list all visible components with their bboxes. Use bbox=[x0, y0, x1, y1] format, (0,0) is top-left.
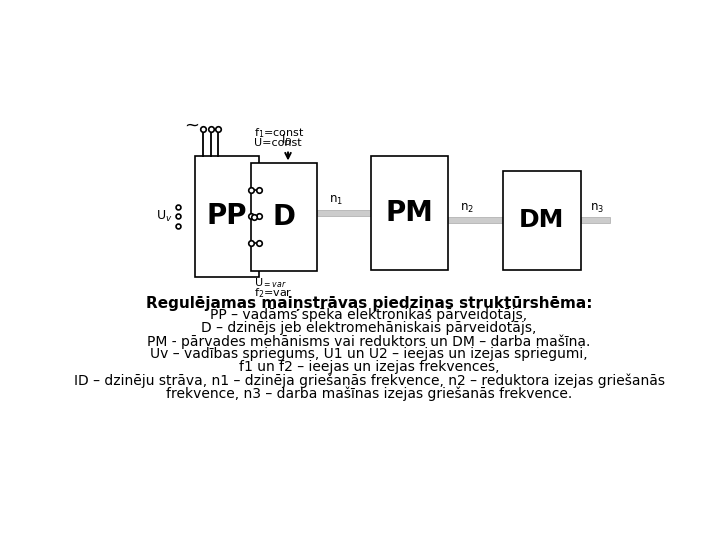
Text: frekvence, n3 – darba mašīnas izejas griešanās frekvence.: frekvence, n3 – darba mašīnas izejas gri… bbox=[166, 387, 572, 401]
Text: f1 un f2 – ieejas un izejas frekvences,: f1 un f2 – ieejas un izejas frekvences, bbox=[239, 361, 499, 374]
Text: f$_1$=const: f$_1$=const bbox=[253, 126, 304, 140]
Text: PP: PP bbox=[207, 202, 247, 231]
Text: PM - pārvades mehānisms vai reduktors un DM – darba mašīna.: PM - pārvades mehānisms vai reduktors un… bbox=[148, 334, 590, 349]
Text: U$_v$: U$_v$ bbox=[156, 209, 173, 224]
Text: I$_D$: I$_D$ bbox=[281, 133, 292, 148]
Bar bbox=[580, 217, 610, 224]
Bar bbox=[448, 217, 503, 224]
Text: n$_1$: n$_1$ bbox=[329, 194, 343, 207]
Text: D – dzinējs jeb elektromehāniskais pārveidotājs,: D – dzinējs jeb elektromehāniskais pārve… bbox=[202, 321, 536, 335]
Bar bbox=[503, 171, 580, 269]
Text: ~: ~ bbox=[184, 117, 199, 134]
Bar bbox=[371, 156, 448, 269]
Text: f$_2$=var: f$_2$=var bbox=[253, 287, 292, 300]
Text: U=const: U=const bbox=[253, 138, 301, 148]
Text: U$_{=var}$: U$_{=var}$ bbox=[253, 276, 287, 289]
Text: Regulējamas maiņstrāvas piedziņas struktūrshēma:: Regulējamas maiņstrāvas piedziņas strukt… bbox=[145, 296, 593, 311]
Text: Uv – vadības spriegums, U1 un U2 – ieejas un izejas spriegumi,: Uv – vadības spriegums, U1 un U2 – ieeja… bbox=[150, 347, 588, 361]
Text: PP – vadāms spēka elektronikas pārveidotājs,: PP – vadāms spēka elektronikas pārveidot… bbox=[210, 308, 528, 322]
Text: PM: PM bbox=[385, 199, 433, 227]
Text: n$_3$: n$_3$ bbox=[590, 202, 604, 215]
Bar bbox=[251, 164, 317, 271]
Text: ID – dzinēju strāva, n1 – dzinēja griešanās frekvence, n2 – reduktora izejas gri: ID – dzinēju strāva, n1 – dzinēja grieša… bbox=[73, 374, 665, 388]
Text: D: D bbox=[273, 203, 296, 231]
Text: n$_2$: n$_2$ bbox=[460, 202, 474, 215]
Bar bbox=[194, 156, 259, 278]
Text: DM: DM bbox=[519, 208, 564, 232]
Bar bbox=[317, 210, 371, 215]
